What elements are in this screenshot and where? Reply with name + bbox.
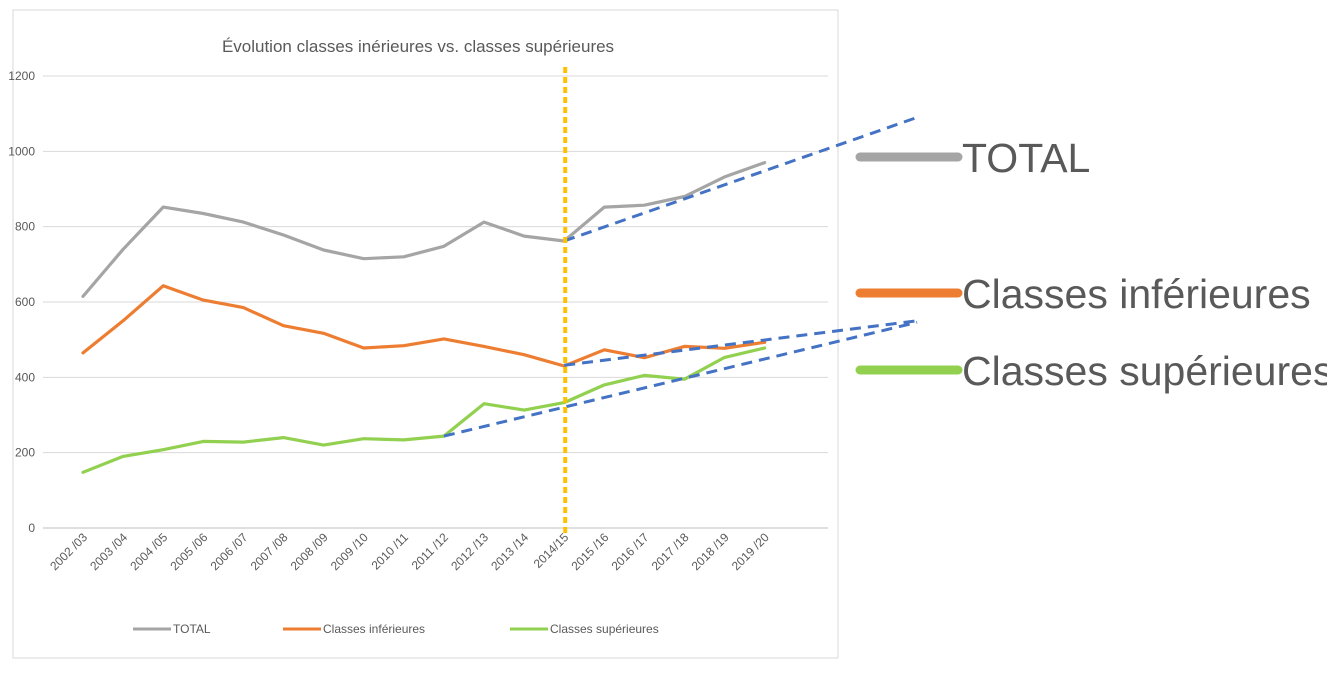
data-point: [523, 353, 525, 356]
series-line: [81, 161, 767, 298]
data-point: [603, 384, 606, 386]
trend-line: [563, 116, 918, 243]
series-line: [81, 284, 767, 368]
data-point: [362, 347, 365, 349]
legend-label: Classes inférieures: [323, 622, 425, 636]
data-point: [403, 344, 405, 347]
data-point: [643, 356, 646, 359]
data-point: [523, 409, 525, 411]
data-point: [683, 345, 686, 348]
data-point: [403, 439, 405, 441]
big-legend-label: TOTAL: [962, 135, 1090, 181]
data-point: [723, 176, 726, 178]
data-point: [443, 245, 445, 248]
data-point: [282, 436, 285, 439]
legend-label: Classes supérieures: [550, 622, 659, 636]
trend-line: [564, 319, 918, 367]
data-point: [242, 441, 245, 443]
data-point: [603, 349, 606, 351]
series-lines: [81, 161, 767, 474]
data-point: [202, 212, 205, 215]
y-tick-label: 200: [15, 446, 35, 460]
chart-legend: TOTAL Classes inférieures Classes supérieu…: [133, 622, 659, 636]
data-point: [763, 161, 766, 164]
data-point: [82, 295, 84, 298]
data-point: [523, 235, 525, 237]
data-point: [122, 455, 124, 458]
data-point: [483, 345, 485, 348]
y-axis-tick-labels: 0 200 400 600 800 1000 1200: [8, 69, 35, 535]
trend-lines: [443, 116, 918, 438]
y-tick-label: 600: [15, 295, 35, 309]
data-point: [483, 402, 485, 405]
data-point: [403, 255, 405, 258]
data-point: [683, 195, 686, 198]
data-point: [122, 248, 124, 251]
data-point: [322, 444, 325, 446]
data-point: [242, 306, 245, 309]
data-point: [723, 347, 726, 350]
data-point: [282, 324, 285, 327]
chart-title: Évolution classes inérieures vs. classes…: [222, 37, 614, 56]
data-point: [443, 338, 445, 340]
large-legend: TOTAL Classes inférieures Classes supérieu…: [855, 135, 1327, 394]
legend-label: TOTAL: [173, 622, 211, 636]
data-point: [322, 332, 325, 335]
data-point: [122, 320, 124, 322]
data-point: [603, 206, 606, 208]
data-point: [643, 374, 646, 377]
data-point: [362, 257, 365, 260]
data-point: [763, 341, 766, 344]
data-point: [763, 347, 766, 349]
data-point: [242, 221, 245, 223]
data-point: [362, 437, 365, 440]
data-point: [162, 448, 164, 451]
y-tick-label: 1200: [8, 69, 35, 83]
data-point: [162, 206, 164, 208]
data-point: [202, 299, 205, 301]
y-tick-label: 400: [15, 370, 35, 384]
data-point: [82, 352, 84, 354]
data-point: [483, 221, 485, 223]
y-tick-label: 1000: [8, 144, 35, 158]
trend-line: [443, 320, 918, 438]
y-tick-label: 800: [15, 220, 35, 234]
series-line: [81, 346, 767, 474]
big-legend-label: Classes supérieures: [962, 348, 1327, 394]
chart-frame: [12, 9, 839, 659]
gridlines: [43, 75, 828, 529]
data-point: [683, 378, 686, 381]
data-point: [723, 356, 726, 359]
big-legend-label: Classes inférieures: [962, 271, 1311, 317]
data-point: [282, 234, 285, 236]
data-point: [82, 471, 84, 474]
data-point: [162, 285, 164, 287]
y-tick-label: 0: [28, 521, 35, 535]
data-point: [202, 440, 205, 443]
data-point: [643, 204, 646, 206]
data-point: [322, 249, 325, 251]
